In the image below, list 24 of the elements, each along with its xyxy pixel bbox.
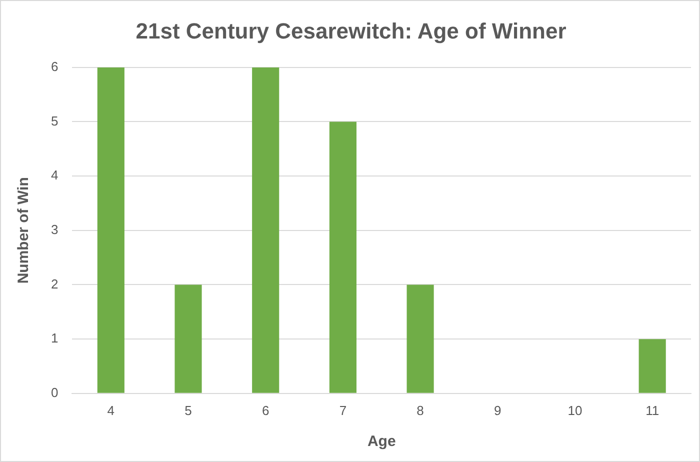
bar <box>406 284 434 393</box>
bar <box>97 67 124 393</box>
x-tick-label: 7 <box>339 402 347 418</box>
bar <box>174 284 202 393</box>
y-tick-label: 1 <box>50 330 58 346</box>
y-tick-label: 5 <box>50 113 58 128</box>
bar <box>638 339 666 393</box>
chart-title: 21st Century Cesarewitch: Age of Winner <box>136 18 567 44</box>
x-tick-label: 10 <box>568 402 582 418</box>
x-tick-label: 5 <box>184 402 192 418</box>
bar <box>329 122 356 393</box>
y-tick-label: 6 <box>50 58 58 74</box>
x-tick-label: 8 <box>416 402 424 418</box>
x-tick-label: 11 <box>646 402 660 418</box>
x-tick-label: 4 <box>107 402 115 418</box>
y-tick-label: 2 <box>50 276 58 292</box>
y-axis-title: Number of Win <box>15 177 32 284</box>
x-tick-label: 6 <box>262 402 270 418</box>
x-axis-title: Age <box>367 433 396 450</box>
y-tick-label: 0 <box>50 384 58 400</box>
bar <box>252 67 280 393</box>
y-tick-label: 3 <box>50 222 58 237</box>
x-tick-label: 9 <box>494 402 502 418</box>
y-tick-label: 4 <box>50 168 58 183</box>
